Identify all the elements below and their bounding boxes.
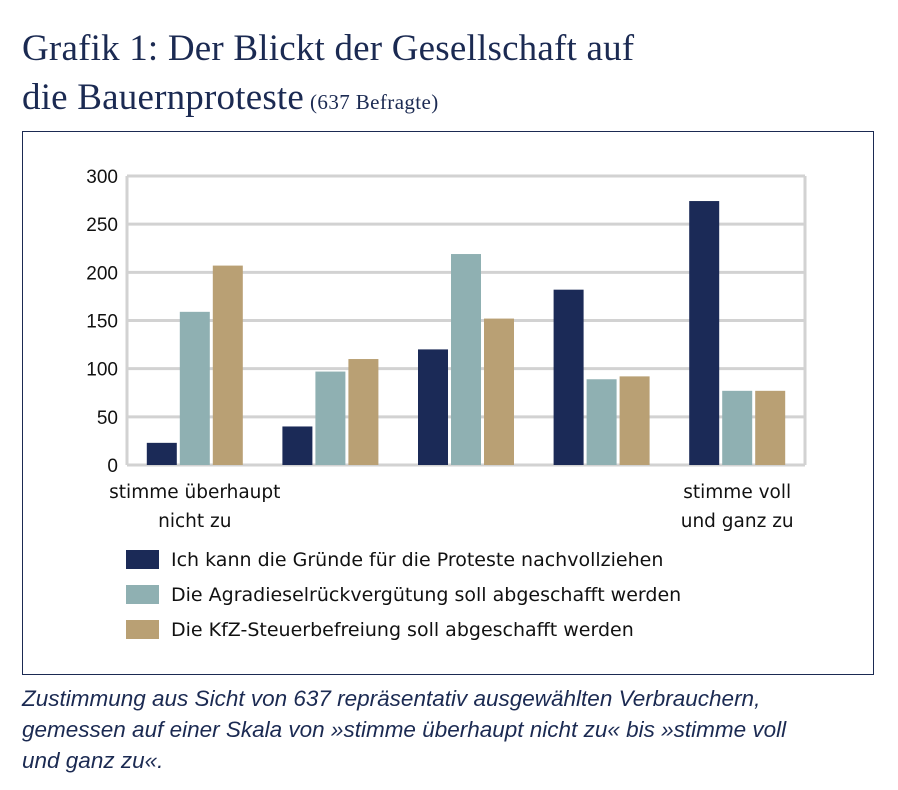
title-line-2-wrap: die Bauernproteste (637 Befragte)	[22, 73, 882, 127]
bar	[619, 376, 650, 465]
bar	[315, 371, 346, 465]
y-tick-label: 50	[97, 408, 118, 429]
bar	[212, 265, 243, 465]
bars	[146, 201, 786, 465]
bar	[179, 311, 210, 465]
y-tick-label: 200	[86, 263, 118, 284]
bar	[689, 201, 720, 465]
x-category-label: nicht zu	[158, 511, 231, 532]
chart-title: Grafik 1: Der Blickt der Gesellschaft au…	[22, 24, 882, 127]
legend-swatch	[126, 585, 159, 604]
bar	[553, 289, 584, 465]
y-tick-label: 300	[86, 167, 118, 188]
bar	[722, 390, 753, 465]
y-axis-ticks: 0 50 100 150 200 250 300	[86, 167, 118, 477]
title-line-1: Grafik 1: Der Blickt der Gesellschaft au…	[22, 28, 635, 69]
legend-item: Die KfZ-Steuerbefreiung soll abgeschafft…	[126, 612, 681, 647]
bar	[282, 426, 313, 465]
bar-chart: 0 50 100 150 200 250 300 stimme überhaupt nicht…	[86, 167, 807, 532]
bar	[146, 442, 177, 465]
legend-item: Ich kann die Gründe für die Proteste nac…	[126, 542, 681, 577]
bar	[451, 254, 481, 465]
x-axis-category-labels: stimme überhaupt nicht zu stimme voll und g…	[109, 482, 793, 532]
legend-label: Ich kann die Gründe für die Proteste nac…	[171, 548, 664, 571]
bar	[755, 390, 786, 465]
y-tick-label: 250	[86, 215, 118, 236]
y-tick-label: 100	[86, 360, 118, 381]
legend-item: Die Agradieselrückvergütung soll abgesch…	[126, 577, 681, 612]
chart-subtitle: (637 Befragte)	[310, 90, 439, 114]
caption-line-3: und ganz zu«.	[22, 748, 164, 773]
bar	[586, 379, 617, 465]
bar	[348, 359, 379, 465]
y-tick-label: 0	[107, 456, 118, 477]
x-category-label: stimme überhaupt	[109, 482, 280, 503]
legend-label: Die Agradieselrückvergütung soll abgesch…	[171, 583, 682, 606]
x-category-label: und ganz zu	[681, 511, 794, 532]
y-tick-label: 150	[86, 312, 118, 333]
bar	[418, 349, 448, 465]
chart-frame: 0 50 100 150 200 250 300 stimme überhaupt nicht…	[22, 131, 874, 675]
caption-line-1: Zustimmung aus Sicht von 637 repräsentat…	[22, 686, 761, 711]
legend-swatch	[126, 550, 159, 569]
legend: Ich kann die Gründe für die Proteste nac…	[126, 542, 681, 647]
legend-label: Die KfZ-Steuerbefreiung soll abgeschafft…	[171, 618, 634, 641]
title-line-2: die Bauernproteste	[22, 77, 305, 118]
legend-swatch	[126, 620, 159, 639]
x-category-label: stimme voll	[683, 482, 791, 503]
caption-line-2: gemessen auf einer Skala von »stimme übe…	[22, 717, 787, 742]
figure-caption: Zustimmung aus Sicht von 637 repräsentat…	[22, 683, 882, 776]
bar	[484, 318, 514, 465]
